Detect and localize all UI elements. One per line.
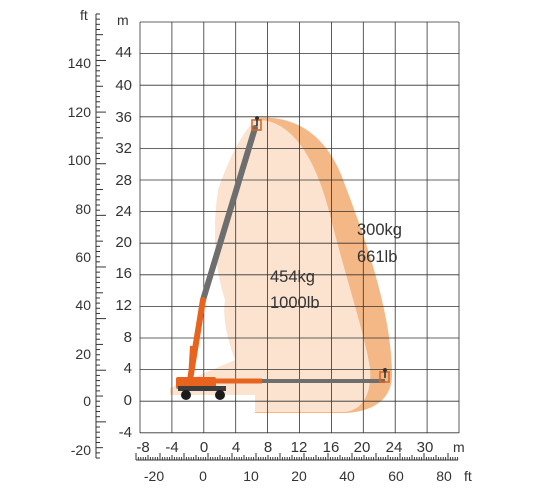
y-meter-tick-label: 8 [124,329,132,346]
x-feet-tick-label: 40 [339,468,355,484]
inner-capacity-kg: 454kg [270,268,315,286]
unit-m-left: m [117,12,129,28]
y-meter-tick-label: 32 [115,140,132,157]
y-feet-tick-label: 40 [75,297,91,313]
chart-grid [139,21,460,434]
y-meter-tick-label: 24 [115,203,132,220]
y-meter-tick-label: 0 [124,392,132,409]
feet-ruler-left [95,13,106,459]
platform-basket-top [251,116,262,131]
inner-capacity-zone [170,119,371,413]
y-meter-tick-label: 28 [115,172,132,189]
feet-tick-labels-y: 140 120 100 80 60 40 20 0 -20 [68,55,92,458]
rear-wheel [215,390,225,400]
y-meter-tick-label: 44 [115,44,132,61]
x-meter-tick-label: 24 [386,439,403,456]
y-feet-tick-label: -20 [71,442,91,458]
front-wheel [181,390,191,400]
y-feet-tick-label: 60 [75,249,91,265]
y-meter-tick-label: 16 [115,265,132,282]
x-meter-tick-label: 30 [417,439,434,456]
x-feet-tick-label: 60 [388,468,404,484]
outer-capacity-lb: 661lb [357,248,397,266]
outer-capacity-kg: 300kg [357,221,402,239]
x-feet-tick-label: 20 [291,468,307,484]
unit-ft-left: ft [80,7,88,23]
feet-tick-labels-x: -20 0 10 20 40 60 80 [144,468,452,484]
unit-ft-bottom: ft [464,468,472,484]
unit-m-bottom: m [453,439,465,455]
y-meter-tick-label: -4 [119,424,132,441]
platform-basket-side [379,368,390,383]
x-feet-tick-label: 0 [199,468,207,484]
x-meter-tick-label: 4 [232,439,240,456]
y-meter-tick-label: 20 [115,234,132,251]
x-meter-tick-label: -4 [165,439,178,456]
y-meter-tick-label: 36 [115,109,132,126]
inner-capacity-lb: 1000lb [270,294,320,312]
x-meter-tick-label: 16 [323,439,340,456]
x-meter-tick-label: -8 [136,439,149,456]
x-feet-tick-label: 80 [436,468,452,484]
x-meter-tick-label: 20 [354,439,371,456]
y-feet-tick-label: 120 [68,104,92,120]
boom-riser [188,345,194,381]
y-meter-tick-label: 4 [124,360,132,377]
y-feet-tick-label: 0 [83,393,91,409]
boom-upper-section [200,125,258,303]
x-feet-tick-label: -20 [144,468,164,484]
meter-tick-labels-x: -8 -4 0 4 8 12 16 20 24 30 [136,439,433,456]
y-feet-tick-label: 100 [68,152,92,168]
y-feet-tick-label: 20 [75,346,91,362]
x-meter-tick-label: 12 [291,439,308,456]
x-meter-tick-label: 8 [264,439,272,456]
machine-base-frame [178,386,226,391]
boom-assembly [176,125,385,400]
y-meter-tick-label: 40 [115,77,132,94]
y-meter-tick-label: 12 [115,297,132,314]
feet-ruler-bottom [135,453,459,461]
y-feet-tick-label: 80 [75,201,91,217]
x-feet-tick-label: 10 [243,468,259,484]
y-feet-tick-label: 140 [68,55,92,71]
x-meter-tick-label: 0 [200,439,208,456]
